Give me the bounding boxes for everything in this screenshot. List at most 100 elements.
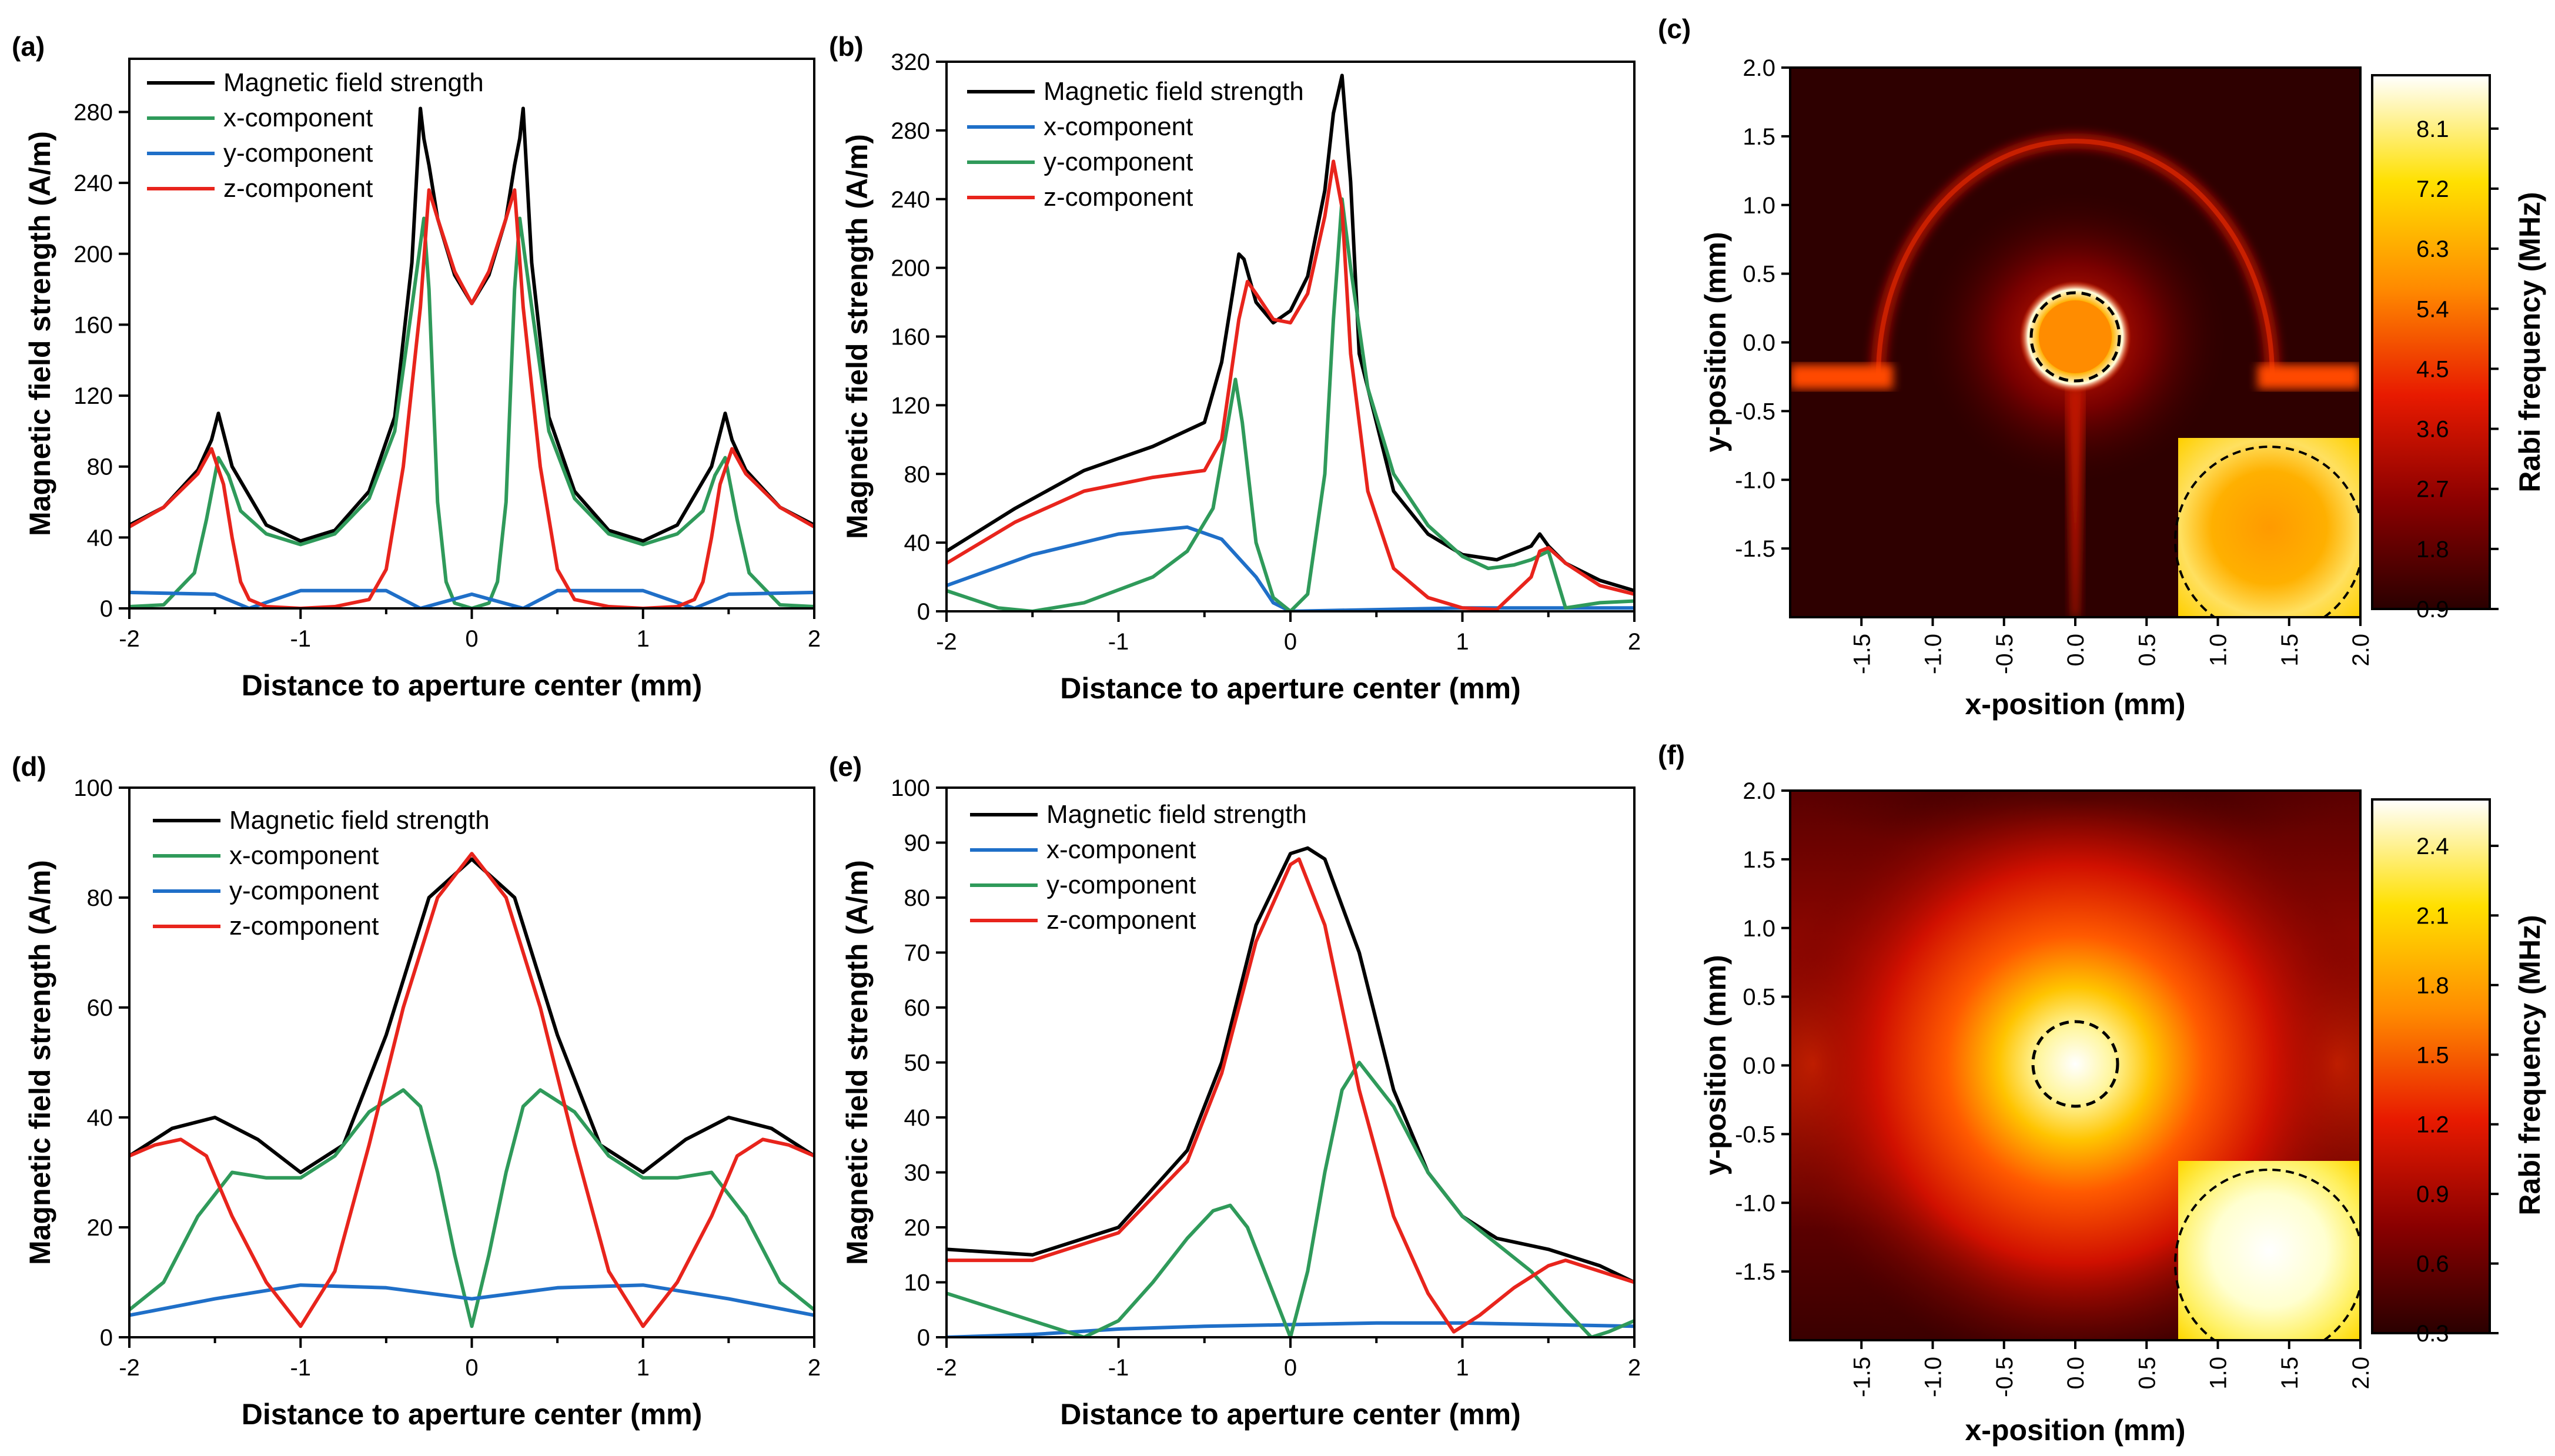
x-axis-title: Distance to aperture center (mm) (1060, 1398, 1521, 1431)
y-tick-label: 80 (87, 454, 113, 480)
x-tick-label: 1 (1456, 629, 1469, 655)
series-group (129, 852, 814, 1328)
panel-f: (f) -1.5 -1.0 -0.5 0.0 0.5 1.0 1.5 2.0 2.0 1.5 1.0… (1658, 739, 2546, 1447)
x-tick-label: 0.5 (2134, 634, 2160, 667)
y-tick-label: -1.5 (1735, 1259, 1775, 1285)
colorbar-tick-label: 0.6 (2416, 1251, 2449, 1277)
x-tick-label: 0 (465, 626, 478, 652)
y-tick-label: 160 (891, 324, 930, 350)
colorbar-tick-label: 5.4 (2416, 296, 2449, 322)
inset-zoom (2178, 1161, 2360, 1340)
colorbar-tick-label: 0.9 (2416, 1181, 2449, 1207)
y-tick-label: 0 (917, 1325, 930, 1351)
y-tick-label: 280 (891, 118, 930, 144)
y-tick-label: 100 (73, 775, 113, 801)
panel-label: (c) (1658, 14, 1691, 44)
inset-zoom (2178, 438, 2360, 617)
colorbar-tick-label: 1.8 (2416, 537, 2449, 563)
heatmap-field (1790, 791, 2360, 1340)
panel-label: (e) (829, 751, 862, 782)
y-tick-label: 240 (73, 170, 113, 196)
y-axis-title: y-position (mm) (1699, 232, 1732, 453)
y-tick-label: 30 (904, 1160, 931, 1186)
x-tick-label: 1.5 (2277, 634, 2303, 667)
colorbar-ticks: 0.9 1.8 2.7 3.6 4.5 5.4 6.3 7.2 8.1 (2416, 116, 2499, 622)
x-tick-label: 2 (1628, 1355, 1641, 1381)
series-line-z-component (129, 852, 814, 1328)
series-line-x-component (947, 525, 1634, 611)
y-tick-label: 1.0 (1743, 193, 1775, 219)
legend-label: Magnetic field strength (1046, 800, 1307, 829)
series-line-z-component (947, 857, 1634, 1334)
x-tick-label: 0.0 (2063, 1357, 2089, 1390)
x-axis-title: Distance to aperture center (mm) (1060, 672, 1521, 705)
x-tick-label: -0.5 (1992, 634, 2018, 674)
heatmap-axes: -1.5 -1.0 -0.5 0.0 0.5 1.0 1.5 2.0 2.0 1.5 1.0 0.5 0… (1735, 55, 2374, 674)
y-tick-label: 80 (904, 885, 931, 911)
x-tick-label: -0.5 (1992, 1357, 2018, 1397)
legend-label: Magnetic field strength (223, 68, 484, 97)
series-line-magnetic-field-strength (129, 106, 814, 543)
y-tick-label: 80 (87, 885, 113, 911)
x-tick-label: 2 (1628, 629, 1641, 655)
series-line-x-component (947, 1321, 1634, 1337)
y-tick-label: 0 (100, 596, 113, 622)
legend-label: x-component (1044, 112, 1193, 141)
y-tick-label: 40 (87, 525, 113, 551)
x-tick-label: -1.0 (1921, 634, 1947, 674)
x-tick-label: 1.0 (2206, 1357, 2232, 1390)
heatmap-axes: -1.5 -1.0 -0.5 0.0 0.5 1.0 1.5 2.0 2.0 1.5 1.0 0.5 0… (1735, 778, 2374, 1397)
colorbar-tick-label: 2.7 (2416, 477, 2449, 503)
plot-frame (128, 786, 815, 1338)
y-tick-label: 240 (891, 187, 930, 213)
x-tick-label: 0 (1284, 629, 1297, 655)
y-tick-label: 20 (904, 1215, 931, 1241)
y-tick-label: 0.5 (1743, 985, 1775, 1010)
x-axis-title: x-position (mm) (1965, 1414, 2186, 1447)
x-axis-title: x-position (mm) (1965, 688, 2186, 721)
colorbar-tick-label: 8.1 (2416, 116, 2449, 142)
x-tick-label: -1.5 (1849, 634, 1875, 674)
x-tick-label: 1 (1456, 1355, 1469, 1381)
colorbar-tick-label: 0.9 (2416, 597, 2449, 622)
legend-label: y-component (229, 876, 379, 905)
colorbar-tick-label: 4.5 (2416, 356, 2449, 382)
x-tick-label: -1 (1108, 1355, 1129, 1381)
y-tick-label: 40 (87, 1105, 113, 1131)
y-tick-label: 0 (100, 1325, 113, 1351)
legend-label: y-component (223, 139, 373, 168)
legend-label: z-component (229, 912, 379, 940)
y-tick-label: 90 (904, 831, 931, 856)
y-tick-label: 40 (904, 1105, 931, 1131)
series-line-magnetic-field-strength (947, 73, 1634, 593)
y-tick-label: 60 (87, 995, 113, 1021)
y-tick-label: 60 (904, 995, 931, 1021)
y-tick-label: -1.0 (1735, 467, 1775, 493)
y-tick-label: 120 (73, 383, 113, 409)
center-spot-core (2039, 300, 2112, 373)
x-tick-label: -2 (936, 1355, 957, 1381)
y-tick-label: 280 (73, 99, 113, 125)
y-axis-title: y-position (mm) (1699, 955, 1732, 1176)
colorbar (2371, 798, 2491, 1334)
y-tick-label: -0.5 (1735, 1122, 1775, 1147)
y-tick-label: 0.5 (1743, 262, 1775, 287)
colorbar-title: Rabi frequency (MHz) (2513, 192, 2546, 492)
slot-left (1790, 364, 1893, 389)
series-group (947, 73, 1634, 611)
x-tick-label: 2.0 (2348, 1357, 2374, 1390)
x-tick-label: 1.0 (2206, 634, 2232, 667)
y-tick-label: 100 (891, 775, 930, 801)
y-axis-title: Magnetic field strength (A/m) (24, 131, 56, 536)
x-tick-label: 0 (465, 1355, 478, 1381)
y-tick-label: 320 (891, 49, 930, 75)
series-line-y-component (947, 197, 1634, 611)
panel-c: (c) -1.5 -1.0 -0.5 0.0 0.5 1.0 1.5 2.0 2.0 1.5 1.0… (1658, 14, 2546, 721)
y-tick-label: 2.0 (1743, 55, 1775, 81)
x-tick-label: -1.0 (1921, 1357, 1947, 1397)
y-tick-label: -0.5 (1735, 399, 1775, 424)
aperture-outline (2031, 1020, 2119, 1108)
plot-frame (945, 61, 1636, 612)
colorbar-tick-label: 2.4 (2416, 834, 2449, 859)
